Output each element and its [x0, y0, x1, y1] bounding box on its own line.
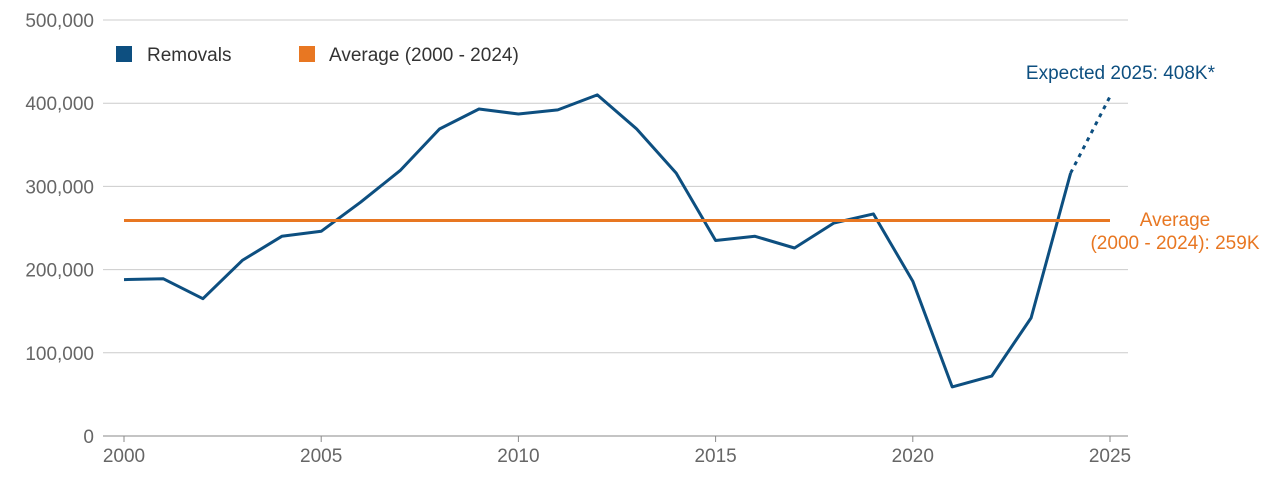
- x-tick-label-2005: 2005: [300, 446, 342, 467]
- y-tick-label-500000: 500,000: [25, 11, 94, 32]
- gridlines: [103, 19, 1128, 442]
- x-tick-label-2015: 2015: [694, 446, 736, 467]
- legend-label-removals: Removals: [147, 45, 231, 66]
- expected-2025-annotation: Expected 2025: 408K*: [1026, 63, 1216, 84]
- x-tick-label-2020: 2020: [892, 446, 934, 467]
- y-tick-label-100000: 100,000: [25, 344, 94, 365]
- x-tick-label-2025: 2025: [1089, 446, 1131, 467]
- y-axis-tick-labels: 0 100,000 200,000 300,000 400,000 500,000: [25, 11, 94, 448]
- y-tick-label-400000: 400,000: [25, 94, 94, 115]
- legend-swatch-average: [299, 46, 315, 62]
- legend-swatch-removals: [116, 46, 132, 62]
- y-tick-label-200000: 200,000: [25, 261, 94, 282]
- y-tick-label-0: 0: [83, 427, 94, 448]
- series-line-expected-2025: [1069, 95, 1112, 174]
- average-annotation-line2: (2000 - 2024): 259K: [1090, 233, 1259, 254]
- y-tick-label-300000: 300,000: [25, 177, 94, 198]
- average-annotation-line1: Average: [1140, 210, 1210, 231]
- legend: Removals Average (2000 - 2024): [116, 45, 519, 66]
- x-axis-tick-labels: 2000 2005 2010 2015 2020 2025: [103, 446, 1131, 467]
- legend-label-average: Average (2000 - 2024): [329, 45, 519, 66]
- x-tick-label-2010: 2010: [497, 446, 539, 467]
- series-line-removals: [123, 93, 1073, 389]
- series-lines: [123, 93, 1112, 389]
- x-tick-label-2000: 2000: [103, 446, 145, 467]
